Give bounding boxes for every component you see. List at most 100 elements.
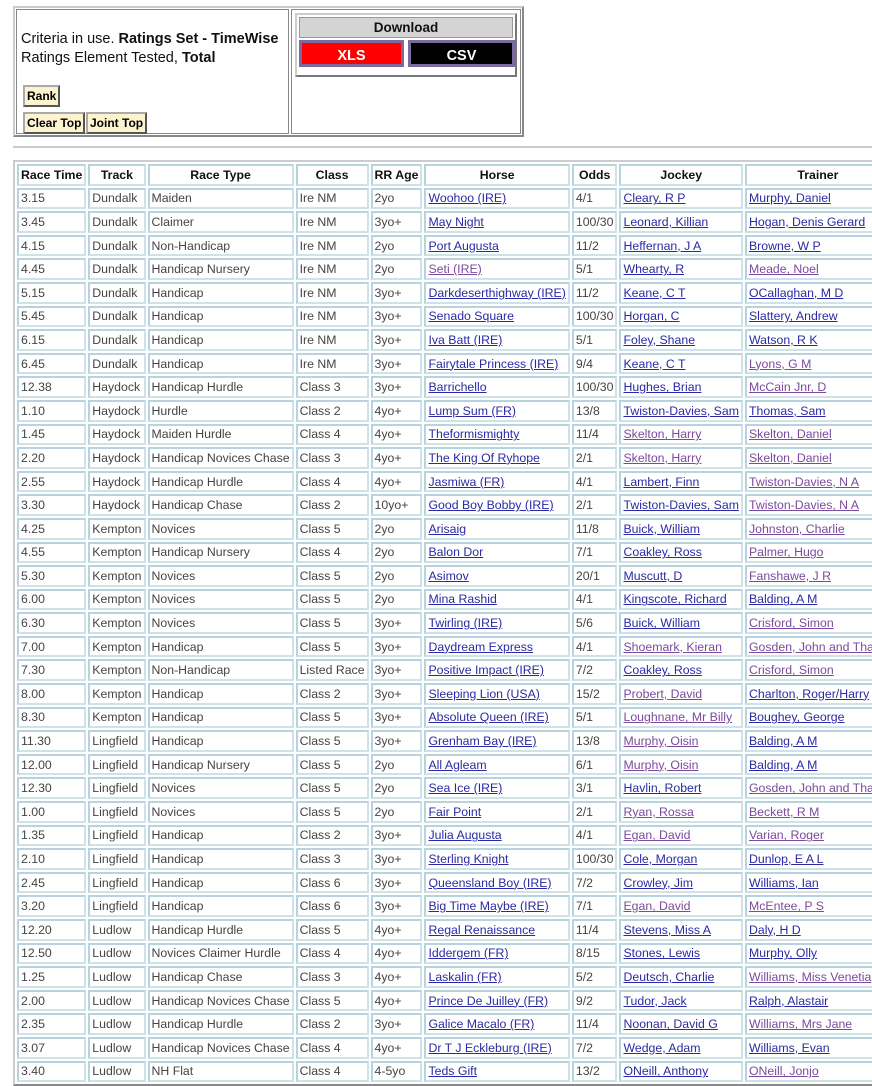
- jockey-link[interactable]: Leonard, Killian: [623, 214, 709, 229]
- trainer-link[interactable]: Twiston-Davies, N A: [748, 498, 860, 513]
- horse-link[interactable]: Arisaig: [428, 521, 467, 536]
- trainer-link[interactable]: Murphy, Daniel: [748, 191, 831, 206]
- horse-link[interactable]: Fairytale Princess (IRE): [428, 356, 559, 371]
- joint-top-button[interactable]: Joint Top: [86, 112, 148, 134]
- horse-link[interactable]: Seti (IRE): [428, 262, 482, 277]
- horse-link[interactable]: Prince De Juilley (FR): [428, 993, 549, 1008]
- trainer-link[interactable]: Skelton, Daniel: [748, 450, 832, 465]
- trainer-link[interactable]: Williams, Miss Venetia: [748, 969, 872, 984]
- horse-link[interactable]: Daydream Express: [428, 639, 534, 654]
- jockey-link[interactable]: Hughes, Brian: [623, 380, 702, 395]
- trainer-link[interactable]: Fanshawe, J R: [748, 568, 831, 583]
- horse-link[interactable]: The King Of Ryhope: [428, 450, 540, 465]
- jockey-link[interactable]: Muscutt, D: [623, 568, 683, 583]
- jockey-link[interactable]: Skelton, Harry: [623, 450, 702, 465]
- jockey-link[interactable]: Egan, David: [623, 828, 691, 843]
- trainer-link[interactable]: Murphy, Olly: [748, 946, 818, 961]
- jockey-link[interactable]: Havlin, Robert: [623, 781, 702, 796]
- jockey-link[interactable]: Whearty, R: [623, 262, 685, 277]
- rank-button[interactable]: Rank: [23, 85, 61, 107]
- jockey-link[interactable]: Foley, Shane: [623, 332, 696, 347]
- horse-link[interactable]: Laskalin (FR): [428, 969, 502, 984]
- horse-link[interactable]: Sea Ice (IRE): [428, 781, 503, 796]
- trainer-link[interactable]: Crisford, Simon: [748, 616, 834, 631]
- trainer-link[interactable]: Ralph, Alastair: [748, 993, 829, 1008]
- trainer-link[interactable]: Gosden, John and Thady: [748, 639, 872, 654]
- horse-link[interactable]: Fair Point: [428, 804, 482, 819]
- trainer-link[interactable]: Twiston-Davies, N A: [748, 474, 860, 489]
- trainer-link[interactable]: McEntee, P S: [748, 899, 824, 914]
- jockey-link[interactable]: Kingscote, Richard: [623, 592, 727, 607]
- horse-link[interactable]: All Agleam: [428, 757, 487, 772]
- jockey-link[interactable]: Crowley, Jim: [623, 875, 693, 890]
- horse-link[interactable]: Iva Batt (IRE): [428, 332, 503, 347]
- trainer-link[interactable]: Beckett, R M: [748, 804, 820, 819]
- horse-link[interactable]: Darkdeserthighway (IRE): [428, 285, 566, 300]
- trainer-link[interactable]: Watson, R K: [748, 332, 818, 347]
- trainer-link[interactable]: Dunlop, E A L: [748, 852, 824, 867]
- jockey-link[interactable]: Tudor, Jack: [623, 993, 687, 1008]
- horse-link[interactable]: Balon Dor: [428, 545, 484, 560]
- jockey-link[interactable]: Deutsch, Charlie: [623, 969, 715, 984]
- horse-link[interactable]: Galice Macalo (FR): [428, 1017, 535, 1032]
- trainer-link[interactable]: ONeill, Jonjo: [748, 1064, 819, 1079]
- horse-link[interactable]: Twirling (IRE): [428, 616, 503, 631]
- trainer-link[interactable]: Williams, Mrs Jane: [748, 1017, 853, 1032]
- trainer-link[interactable]: Palmer, Hugo: [748, 545, 824, 560]
- jockey-link[interactable]: Lambert, Finn: [623, 474, 700, 489]
- trainer-link[interactable]: Varian, Roger: [748, 828, 824, 843]
- xls-download-button[interactable]: XLS: [299, 40, 404, 67]
- jockey-link[interactable]: Coakley, Ross: [623, 545, 702, 560]
- jockey-link[interactable]: ONeill, Anthony: [623, 1064, 709, 1079]
- jockey-link[interactable]: Cleary, R P: [623, 191, 686, 206]
- trainer-link[interactable]: Charlton, Roger/Harry: [748, 686, 870, 701]
- trainer-link[interactable]: Daly, H D: [748, 922, 801, 937]
- jockey-link[interactable]: Murphy, Oisin: [623, 757, 699, 772]
- jockey-link[interactable]: Skelton, Harry: [623, 427, 702, 442]
- horse-link[interactable]: Lump Sum (FR): [428, 403, 516, 418]
- jockey-link[interactable]: Noonan, David G: [623, 1017, 718, 1032]
- jockey-link[interactable]: Murphy, Oisin: [623, 734, 699, 749]
- trainer-link[interactable]: Skelton, Daniel: [748, 427, 832, 442]
- horse-link[interactable]: Julia Augusta: [428, 828, 502, 843]
- jockey-link[interactable]: Horgan, C: [623, 309, 680, 324]
- horse-link[interactable]: Dr T J Eckleburg (IRE): [428, 1040, 552, 1055]
- jockey-link[interactable]: Ryan, Rossa: [623, 804, 694, 819]
- jockey-link[interactable]: Probert, David: [623, 686, 703, 701]
- jockey-link[interactable]: Egan, David: [623, 899, 691, 914]
- trainer-link[interactable]: Slattery, Andrew: [748, 309, 838, 324]
- jockey-link[interactable]: Shoemark, Kieran: [623, 639, 722, 654]
- jockey-link[interactable]: Stones, Lewis: [623, 946, 701, 961]
- jockey-link[interactable]: Stevens, Miss A: [623, 922, 711, 937]
- horse-link[interactable]: Asimov: [428, 568, 469, 583]
- horse-link[interactable]: Good Boy Bobby (IRE): [428, 498, 554, 513]
- horse-link[interactable]: Jasmiwa (FR): [428, 474, 505, 489]
- horse-link[interactable]: Barrichello: [428, 380, 487, 395]
- jockey-link[interactable]: Keane, C T: [623, 285, 686, 300]
- horse-link[interactable]: Absolute Queen (IRE): [428, 710, 549, 725]
- horse-link[interactable]: Big Time Maybe (IRE): [428, 899, 549, 914]
- jockey-link[interactable]: Twiston-Davies, Sam: [623, 498, 739, 513]
- jockey-link[interactable]: Keane, C T: [623, 356, 686, 371]
- horse-link[interactable]: Mina Rashid: [428, 592, 497, 607]
- trainer-link[interactable]: Williams, Evan: [748, 1040, 830, 1055]
- trainer-link[interactable]: Gosden, John and Thady: [748, 781, 872, 796]
- jockey-link[interactable]: Wedge, Adam: [623, 1040, 701, 1055]
- horse-link[interactable]: Port Augusta: [428, 238, 499, 253]
- trainer-link[interactable]: Williams, Ian: [748, 875, 819, 890]
- horse-link[interactable]: May Night: [428, 214, 484, 229]
- trainer-link[interactable]: Lyons, G M: [748, 356, 812, 371]
- jockey-link[interactable]: Coakley, Ross: [623, 663, 702, 678]
- trainer-link[interactable]: Crisford, Simon: [748, 663, 834, 678]
- horse-link[interactable]: Senado Square: [428, 309, 514, 324]
- jockey-link[interactable]: Cole, Morgan: [623, 852, 698, 867]
- horse-link[interactable]: Positive Impact (IRE): [428, 663, 544, 678]
- jockey-link[interactable]: Twiston-Davies, Sam: [623, 403, 739, 418]
- trainer-link[interactable]: Johnston, Charlie: [748, 521, 845, 536]
- horse-link[interactable]: Queensland Boy (IRE): [428, 875, 552, 890]
- horse-link[interactable]: Teds Gift: [428, 1064, 478, 1079]
- horse-link[interactable]: Grenham Bay (IRE): [428, 734, 537, 749]
- trainer-link[interactable]: Thomas, Sam: [748, 403, 826, 418]
- horse-link[interactable]: Sleeping Lion (USA): [428, 686, 540, 701]
- trainer-link[interactable]: Balding, A M: [748, 734, 818, 749]
